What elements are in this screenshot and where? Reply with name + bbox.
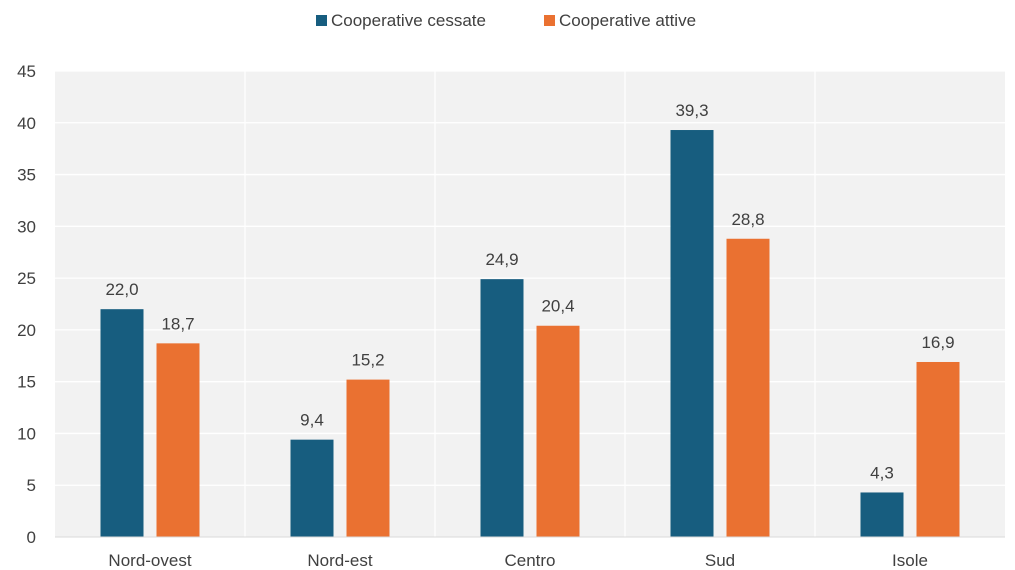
y-tick-label: 5 [27, 476, 36, 495]
y-tick-label: 10 [17, 424, 36, 443]
bar-cessate [290, 439, 334, 537]
bar-attive [916, 361, 960, 537]
y-tick-label: 30 [17, 217, 36, 236]
data-label: 15,2 [351, 351, 384, 370]
data-label: 24,9 [485, 250, 518, 269]
data-label: 16,9 [921, 333, 954, 352]
y-tick-label: 20 [17, 321, 36, 340]
bar-cessate [480, 279, 524, 537]
y-tick-label: 40 [17, 114, 36, 133]
data-label: 18,7 [161, 314, 194, 333]
bar-cessate [670, 130, 714, 537]
bar-attive [536, 325, 580, 537]
data-label: 28,8 [731, 210, 764, 229]
category-label: Nord-ovest [108, 551, 191, 570]
data-label: 4,3 [870, 463, 894, 482]
legend-swatch-attive [544, 15, 555, 26]
data-label: 22,0 [105, 280, 138, 299]
bar-cessate [860, 492, 904, 537]
bar-attive [156, 343, 200, 537]
bar-cessate [100, 309, 144, 537]
plot-area: 0 5 10 15 20 25 30 35 40 45 22,0 18,7 Nord-ovest 9,4 1… [17, 62, 1005, 570]
data-label: 20,4 [541, 297, 574, 316]
y-tick-label: 45 [17, 62, 36, 81]
legend-swatch-cessate [316, 15, 327, 26]
legend-label-cessate: Cooperative cessate [331, 11, 486, 30]
bar-attive [726, 238, 770, 537]
y-tick-label: 15 [17, 373, 36, 392]
legend-label-attive: Cooperative attive [559, 11, 696, 30]
data-label: 39,3 [675, 101, 708, 120]
category-label: Sud [705, 551, 735, 570]
y-tick-label: 35 [17, 166, 36, 185]
plot-background [55, 71, 1005, 537]
y-tick-label: 0 [27, 528, 36, 547]
data-label: 9,4 [300, 411, 324, 430]
bar-attive [346, 379, 390, 537]
y-tick-label: 25 [17, 269, 36, 288]
category-label: Nord-est [307, 551, 372, 570]
category-label: Centro [504, 551, 555, 570]
category-label: Isole [892, 551, 928, 570]
legend: Cooperative cessate Cooperative attive [316, 11, 696, 30]
